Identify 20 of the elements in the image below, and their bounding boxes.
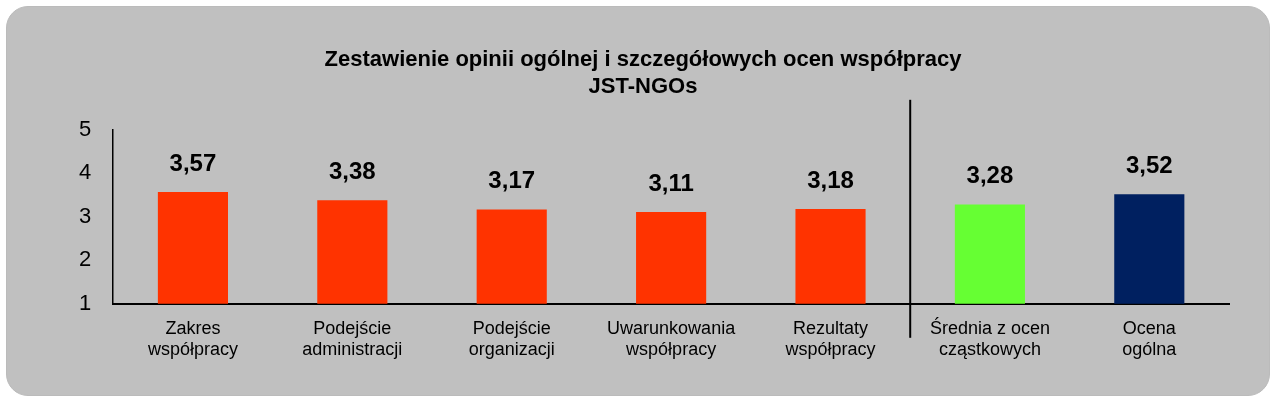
y-tick-label: 3	[78, 202, 92, 228]
y-tick-label: 5	[78, 115, 92, 141]
x-tick-label: Rezultaty współpracy	[784, 317, 876, 360]
data-label: 3,18	[807, 165, 854, 193]
y-tick-label: 2	[78, 246, 92, 272]
y-tick-label: 1	[78, 289, 92, 315]
x-tick-label: Ocena ogólna	[1122, 317, 1178, 360]
data-label: 3,11	[648, 168, 694, 196]
data-label: 3,57	[169, 148, 217, 176]
x-tick-label: Podejście administracji	[302, 317, 403, 360]
data-label: 3,28	[966, 161, 1014, 189]
data-label: 3,17	[488, 166, 536, 194]
data-label: 3,38	[328, 156, 376, 184]
chart-title: Zestawienie opinii ogólnej i szczegółowych ocen współpracy JST-NGOs	[324, 46, 963, 98]
x-tick-label: Uwarunkowania współpracy	[607, 317, 737, 360]
data-label: 3,52	[1125, 150, 1173, 178]
x-tick-label: Zakres współpracy	[146, 317, 238, 360]
x-tick-label: Średnia z ocen cząstkowych	[929, 316, 1050, 360]
y-tick-label: 4	[78, 159, 92, 185]
x-tick-label: Podejście organizacji	[468, 317, 555, 360]
